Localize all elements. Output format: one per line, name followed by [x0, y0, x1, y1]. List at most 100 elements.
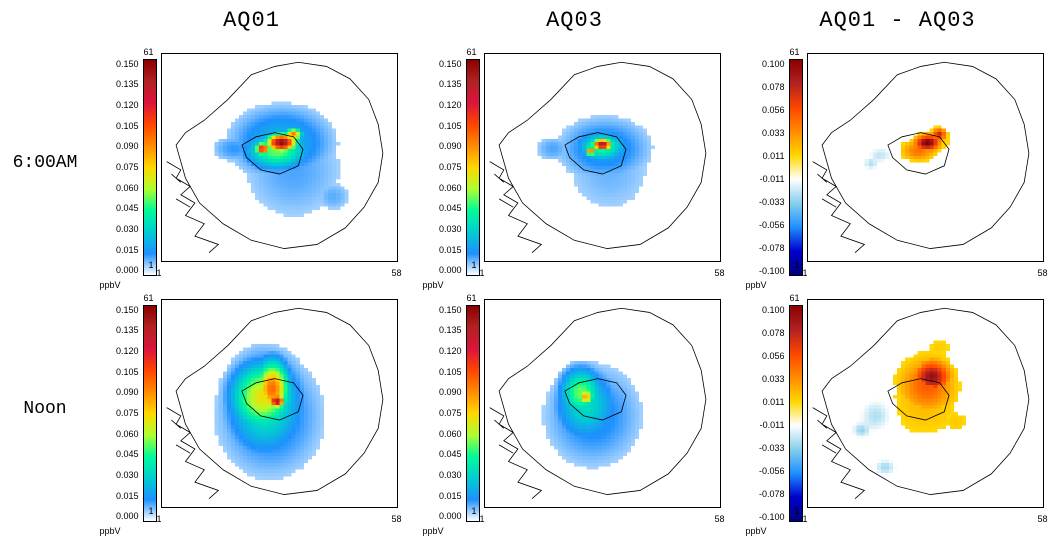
colorbar-tick: 0.075 [116, 408, 139, 418]
map-diff_noon [807, 299, 1044, 508]
cell-aq03-6am: 0.1500.1350.1200.1050.0900.0750.0600.045… [413, 40, 736, 286]
colorbar-tick: 0.090 [116, 141, 139, 151]
axis-y-bot: 1 [795, 506, 800, 516]
colorbar-tick: 0.135 [439, 79, 462, 89]
colorbar-tick: 0.150 [116, 305, 139, 315]
panel-aq01_6am: 0.150 0.135 0.120 0.105 0.090 0.075 0.060 0.045… [102, 51, 402, 276]
axis-y-bot: 1 [795, 260, 800, 270]
colorbar-tick: 0.045 [116, 449, 139, 459]
colorbar-tick: 0.045 [439, 203, 462, 213]
colorbar-tick: 0.078 [759, 82, 785, 92]
axis-y-bot: 1 [472, 506, 477, 516]
map-aq03_noon [484, 299, 721, 508]
colorbar-tick: 0.105 [116, 121, 139, 131]
colorbar-tick: 0.015 [439, 245, 462, 255]
colorbar-unit: ppbV [746, 526, 767, 536]
colorbar-tick: 0.011 [759, 397, 785, 407]
colorbar-tick: 0.120 [439, 346, 462, 356]
figure-grid: AQ01 AQ03 AQ01 - AQ03 6:00AM 0.1500.1350… [0, 0, 1059, 532]
colorbar-tick: 0.045 [439, 449, 462, 459]
seq-colorbar: 0.1500.1350.1200.1050.0900.0750.0600.045… [102, 297, 157, 522]
colorbar-tick: 0.120 [439, 100, 462, 110]
map-aq01_noon [161, 299, 398, 508]
seq-colorbar: 0.150 0.135 0.120 0.105 0.090 0.075 0.060 0.045… [102, 51, 157, 276]
map-aq03_6am [484, 53, 721, 262]
colorbar-tick: 0.000 [116, 265, 139, 275]
colorbar-tick: 0.150 [439, 305, 462, 315]
axis-x-right: 58 [391, 268, 401, 278]
colorbar-tick: 0.075 [439, 408, 462, 418]
colorbar-tick: 0.011 [759, 151, 785, 161]
seq-colorbar: 0.1500.1350.1200.1050.0900.0750.0600.045… [425, 297, 480, 522]
colorbar-tick: 0.090 [439, 141, 462, 151]
axis-y-bot: 1 [149, 506, 154, 516]
colorbar-unit: ppbV [100, 526, 121, 536]
colorbar-tick: 0.090 [439, 387, 462, 397]
axis-y-top: 61 [790, 293, 800, 303]
axis-x-left: 1 [480, 514, 485, 524]
colorbar-tick: 0.100 [759, 305, 785, 315]
axis-x-right: 58 [1037, 268, 1047, 278]
colorbar-tick: 0.015 [439, 491, 462, 501]
axis-y-bot: 1 [472, 260, 477, 270]
colorbar-tick: 0.135 [439, 325, 462, 335]
col-header-aq01: AQ01 [90, 0, 413, 40]
colorbar-tick: 0.056 [759, 351, 785, 361]
cell-diff-6am: 0.1000.0780.0560.0330.011-0.011-0.033-0.… [736, 40, 1059, 286]
axis-x-left: 1 [803, 514, 808, 524]
colorbar-tick: 0.015 [116, 491, 139, 501]
panel-diff_6am: 0.1000.0780.0560.0330.011-0.011-0.033-0.… [748, 51, 1048, 276]
cell-aq01-noon: 0.1500.1350.1200.1050.0900.0750.0600.045… [90, 286, 413, 532]
colorbar-tick: 0.000 [439, 511, 462, 521]
div-colorbar: 0.1000.0780.0560.0330.011-0.011-0.033-0.… [748, 297, 803, 522]
colorbar-tick: 0.090 [116, 387, 139, 397]
panel-aq03_6am: 0.1500.1350.1200.1050.0900.0750.0600.045… [425, 51, 725, 276]
colorbar-tick: 0.078 [759, 328, 785, 338]
axis-y-top: 61 [144, 293, 154, 303]
colorbar-tick: 0.105 [116, 367, 139, 377]
colorbar-tick: 0.120 [116, 346, 139, 356]
colorbar-tick: -0.056 [759, 220, 785, 230]
colorbar-tick: 0.056 [759, 105, 785, 115]
colorbar-tick: -0.078 [759, 243, 785, 253]
col-header-aq03: AQ03 [413, 0, 736, 40]
colorbar-tick: -0.011 [759, 420, 785, 430]
cell-aq03-noon: 0.1500.1350.1200.1050.0900.0750.0600.045… [413, 286, 736, 532]
colorbar-tick: 0.030 [439, 224, 462, 234]
div-colorbar: 0.1000.0780.0560.0330.011-0.011-0.033-0.… [748, 51, 803, 276]
colorbar-tick: 0.135 [116, 79, 139, 89]
axis-y-top: 61 [790, 47, 800, 57]
panel-aq03_noon: 0.1500.1350.1200.1050.0900.0750.0600.045… [425, 297, 725, 522]
colorbar-tick: 0.000 [439, 265, 462, 275]
colorbar-tick: 0.105 [439, 121, 462, 131]
colorbar-tick: 0.075 [116, 162, 139, 172]
colorbar-tick: 0.100 [759, 59, 785, 69]
colorbar-tick: 0.060 [116, 183, 139, 193]
colorbar-tick: 0.060 [116, 429, 139, 439]
panel-aq01_noon: 0.1500.1350.1200.1050.0900.0750.0600.045… [102, 297, 402, 522]
corner [0, 0, 90, 40]
colorbar-tick: 0.120 [116, 100, 139, 110]
axis-y-top: 61 [467, 47, 477, 57]
colorbar-tick: -0.011 [759, 174, 785, 184]
colorbar-tick: -0.078 [759, 489, 785, 499]
axis-x-left: 1 [803, 268, 808, 278]
col-header-diff: AQ01 - AQ03 [736, 0, 1059, 40]
colorbar-tick: 0.015 [116, 245, 139, 255]
axis-y-top: 61 [467, 293, 477, 303]
colorbar-tick: 0.060 [439, 429, 462, 439]
colorbar-tick: 0.045 [116, 203, 139, 213]
colorbar-tick: -0.033 [759, 443, 785, 453]
row-header-noon: Noon [0, 286, 90, 532]
colorbar-tick: 0.030 [116, 470, 139, 480]
colorbar-tick: 0.000 [116, 511, 139, 521]
axis-y-top: 61 [144, 47, 154, 57]
colorbar-tick: 0.030 [439, 470, 462, 480]
colorbar-tick: 0.030 [116, 224, 139, 234]
cell-diff-noon: 0.1000.0780.0560.0330.011-0.011-0.033-0.… [736, 286, 1059, 532]
colorbar-tick: 0.150 [116, 59, 139, 69]
axis-x-left: 1 [157, 268, 162, 278]
row-header-6am: 6:00AM [0, 40, 90, 286]
colorbar-unit: ppbV [423, 526, 444, 536]
seq-colorbar: 0.1500.1350.1200.1050.0900.0750.0600.045… [425, 51, 480, 276]
